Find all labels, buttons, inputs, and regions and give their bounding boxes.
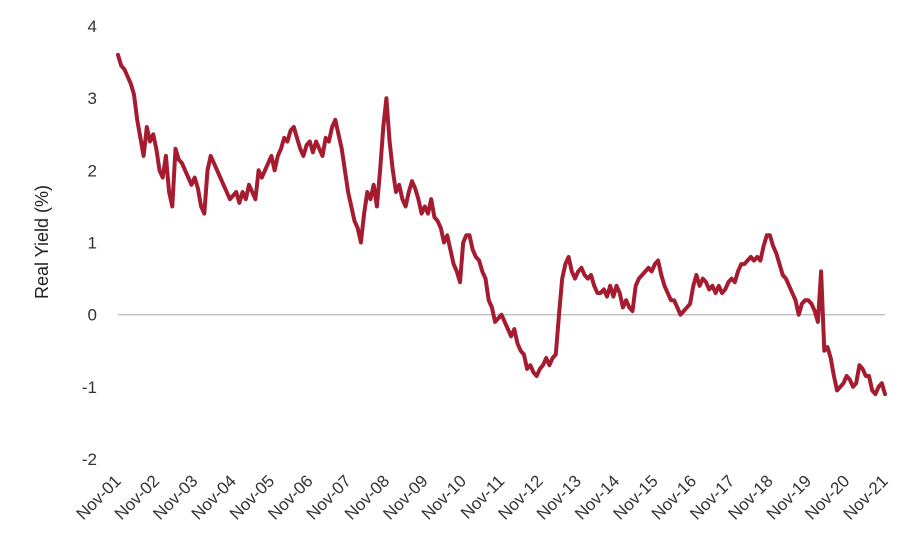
- x-axis-tick-labels: Nov-01Nov-02Nov-03Nov-04Nov-05Nov-06Nov-…: [73, 471, 892, 523]
- y-tick-label: 0: [88, 306, 97, 325]
- y-tick-label: 4: [88, 17, 97, 36]
- y-tick-label: 1: [88, 234, 97, 253]
- y-axis-label: Real Yield (%): [32, 185, 52, 299]
- y-tick-label: 3: [88, 89, 97, 108]
- y-axis-tick-labels: -2 -1 0 1 2 3 4: [82, 17, 97, 469]
- series-line-real-yield: [116, 52, 887, 397]
- y-tick-label: -1: [82, 378, 97, 397]
- y-tick-label: 2: [88, 161, 97, 180]
- y-tick-label: -2: [82, 450, 97, 469]
